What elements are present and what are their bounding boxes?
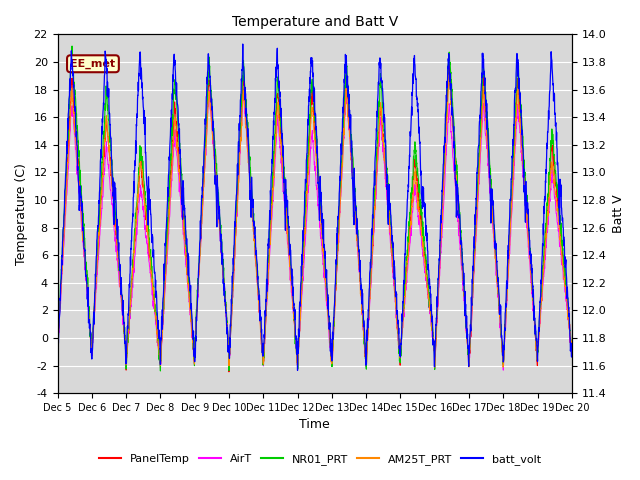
X-axis label: Time: Time [300,419,330,432]
Text: EE_met: EE_met [70,59,115,69]
Title: Temperature and Batt V: Temperature and Batt V [232,15,398,29]
Y-axis label: Batt V: Batt V [612,194,625,233]
Y-axis label: Temperature (C): Temperature (C) [15,163,28,264]
Legend: PanelTemp, AirT, NR01_PRT, AM25T_PRT, batt_volt: PanelTemp, AirT, NR01_PRT, AM25T_PRT, ba… [94,450,546,469]
